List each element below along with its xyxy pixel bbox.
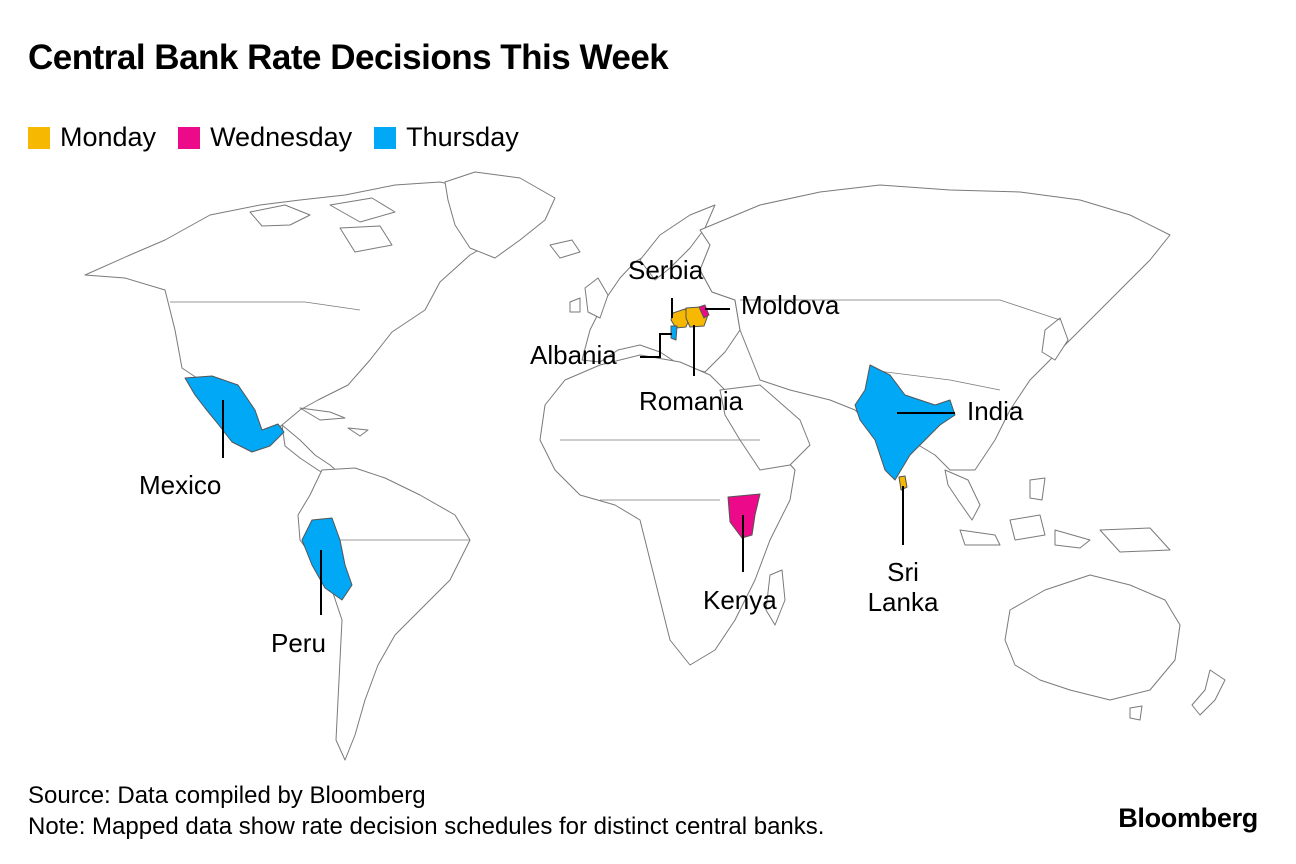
footer: Source: Data compiled by Bloomberg Note:… [28,780,824,842]
landmass-asia [699,184,1171,471]
landmass-iceland [549,239,581,259]
border-russia [740,299,1061,321]
landmass-tasmania [1129,705,1143,721]
legend-label-thursday: Thursday [406,122,519,152]
leader-albania [640,333,672,358]
label-peru: Peru [271,628,326,658]
landmass-japan [1041,317,1069,361]
label-mexico: Mexico [139,470,222,500]
border-us-canada [170,301,361,311]
legend-label-monday: Monday [60,122,157,152]
legend-swatch-thursday [374,126,397,149]
country-serbia [670,308,691,329]
legend-swatch-monday [28,126,50,149]
landmass-north-america [84,181,521,439]
legend-swatch-wednesday [178,126,201,149]
label-kenya: Kenya [703,585,777,615]
landmass-uk [569,277,609,319]
legend-item-thursday: Thursday [374,122,519,153]
label-india: India [967,396,1024,426]
label-sri-lanka: Sri Lanka [863,557,943,617]
footer-source: Source: Data compiled by Bloomberg [28,782,426,809]
country-india [854,364,956,481]
label-romania: Romania [639,386,744,416]
label-albania: Albania [530,340,617,370]
country-peru [301,517,353,601]
label-sri-lanka-line2: Lanka [867,587,939,617]
label-serbia: Serbia [628,255,704,285]
landmass-new-zealand [1191,669,1226,716]
footer-note: Note: Mapped data show rate decision sch… [28,813,825,840]
label-moldova: Moldova [741,290,840,320]
legend-item-monday: Monday [28,122,156,153]
landmass-south-america [297,467,471,761]
landmass-africa [539,354,796,666]
country-sri-lanka [898,475,908,491]
border-china [869,369,1001,391]
landmass-caribbean [299,407,369,437]
landmass-madagascar [765,569,786,626]
country-mexico [184,375,285,453]
label-sri-lanka-line1: Sri [887,557,919,587]
landmass-arctic-islands [249,197,396,253]
landmass-australia [1004,574,1181,701]
legend: Monday Wednesday Thursday [28,122,541,153]
bloomberg-logo: Bloomberg [1118,803,1258,833]
landmass-indonesia [959,477,1171,553]
country-moldova [698,304,710,319]
landmass-arabia [719,384,811,471]
landmass-greenland [444,171,556,259]
chart-title: Central Bank Rate Decisions This Week [28,38,669,77]
legend-label-wednesday: Wednesday [210,122,353,152]
legend-item-wednesday: Wednesday [178,122,352,153]
landmass-southeast-asia [944,469,981,521]
